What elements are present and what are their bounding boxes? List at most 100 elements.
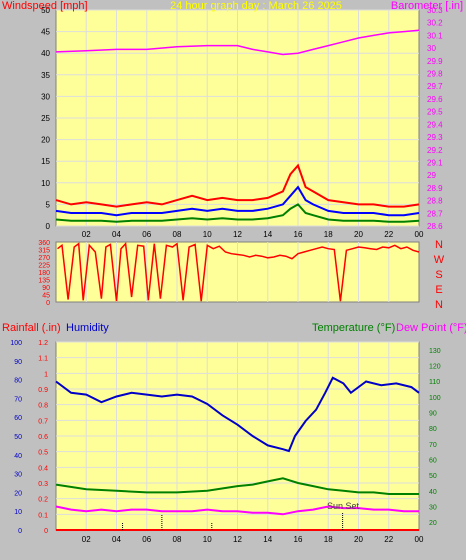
windspeed-tick-label: 25	[41, 114, 50, 123]
rainfall-tick-label: 0.2	[38, 497, 48, 504]
barometer-tick-label: 28.8	[427, 197, 443, 206]
temperature-tick-label: 70	[429, 442, 437, 449]
temperature-axis-ticks: 20 30 40 50 60 70 80 90 100 110 120 130	[429, 348, 441, 527]
rainfall-tick-label: 0.5	[38, 450, 48, 457]
barometer-tick-label: 29.7	[427, 82, 443, 91]
temperature-tick-label: 60	[429, 458, 437, 465]
temperature-tick-label: 80	[429, 426, 437, 433]
windspeed-series-line	[55, 163, 420, 208]
humidity-series-line	[55, 376, 420, 453]
wind-time-tick-label: 22	[384, 230, 393, 239]
direction-tick-label: 360	[38, 240, 50, 247]
direction-tick-label: 90	[42, 285, 50, 292]
rainfall-tick-label: 0.4	[38, 465, 48, 472]
rain-time-tick-label: 14	[263, 535, 272, 544]
wind-time-axis-ticks: 02 04 06 08 10 12 14 16 18 20 22 00	[82, 230, 424, 239]
humidity-tick-label: 90	[14, 359, 22, 366]
windspeed-tick-label: 45	[41, 28, 50, 37]
humidity-tick-label: 50	[14, 434, 22, 441]
graph-title: 24 hour graph day : March 26 2025	[170, 0, 342, 12]
windgust-series-line	[55, 185, 420, 217]
humidity-tick-label: 0	[18, 528, 22, 535]
rain-time-tick-label: 18	[324, 535, 333, 544]
wind-time-tick-label: 06	[142, 230, 151, 239]
humidity-tick-label: 100	[10, 340, 22, 347]
temperature-tick-label: 50	[429, 473, 437, 480]
windspeed-tick-label: 40	[41, 49, 50, 58]
rainfall-tick-label: 1	[44, 371, 48, 378]
rainfall-tick-label: 0.1	[38, 512, 48, 519]
windspeed-axis-ticks: 0 5 10 15 20 25 30 35 40 45 50	[41, 6, 50, 231]
humidity-axis-ticks: 0 10 20 30 40 50 60 70 80 90 100	[10, 340, 22, 535]
humidity-tick-label: 80	[14, 378, 22, 385]
sunset-annotation: Sun Set	[327, 501, 360, 511]
compass-label: N	[435, 299, 443, 311]
rain-time-tick-label: 12	[233, 535, 242, 544]
humidity-tick-label: 40	[14, 453, 22, 460]
barometer-axis-title: Barometer [.in]	[391, 0, 463, 12]
windspeed-tick-label: 30	[41, 92, 50, 101]
time-marker-ticks	[122, 512, 344, 530]
barometer-tick-label: 29.2	[427, 146, 443, 155]
windspeed-tick-label: 10	[41, 179, 50, 188]
rain-humidity-temp-series	[55, 376, 420, 531]
rainfall-tick-label: 0	[44, 528, 48, 535]
wind-time-tick-label: 10	[203, 230, 212, 239]
rain-time-tick-label: 10	[203, 535, 212, 544]
barometer-series-line	[55, 29, 420, 56]
barometer-tick-label: 30.2	[427, 19, 443, 28]
barometer-tick-label: 30	[427, 44, 436, 53]
wind-barometer-series	[55, 29, 420, 223]
compass-label: W	[434, 254, 445, 266]
wind-time-tick-label: 00	[415, 230, 424, 239]
direction-tick-label: 45	[42, 293, 50, 300]
temperature-axis-title: Temperature (°F)	[312, 322, 395, 334]
rainfall-tick-label: 0.6	[38, 434, 48, 441]
rainfall-tick-label: 0.9	[38, 387, 48, 394]
wind-time-tick-label: 20	[354, 230, 363, 239]
barometer-tick-label: 29.9	[427, 57, 443, 66]
rain-time-tick-label: 20	[354, 535, 363, 544]
direction-tick-label: 180	[38, 270, 50, 277]
rain-time-tick-label: 08	[173, 535, 182, 544]
humidity-tick-label: 30	[14, 472, 22, 479]
temperature-series-line	[55, 477, 419, 495]
wind-time-tick-label: 08	[173, 230, 182, 239]
direction-tick-label: 225	[38, 263, 50, 270]
direction-tick-label: 135	[38, 278, 50, 285]
direction-series-line	[57, 241, 420, 302]
rainfall-tick-label: 0.8	[38, 403, 48, 410]
temperature-tick-label: 110	[429, 379, 440, 386]
wind-time-tick-label: 16	[294, 230, 303, 239]
barometer-tick-label: 29.6	[427, 95, 443, 104]
temperature-tick-label: 100	[429, 395, 441, 402]
rainfall-tick-label: 0.7	[38, 418, 48, 425]
direction-tick-label: 315	[38, 248, 50, 255]
wind-direction-series	[57, 241, 420, 302]
windspeed-tick-label: 35	[41, 71, 50, 80]
windspeed-tick-label: 5	[46, 200, 51, 209]
humidity-tick-label: 60	[14, 415, 22, 422]
barometer-tick-label: 29	[427, 171, 436, 180]
humidity-axis-title: Humidity	[66, 322, 109, 334]
wind-time-tick-label: 02	[82, 230, 91, 239]
rain-time-axis-ticks: 02 04 06 08 10 12 14 16 18 20 22 00	[82, 535, 424, 544]
humidity-tick-label: 10	[14, 509, 22, 516]
direction-tick-label: 270	[38, 255, 50, 262]
humidity-tick-label: 20	[14, 490, 22, 497]
rain-time-tick-label: 06	[142, 535, 151, 544]
rainfall-tick-label: 0.3	[38, 481, 48, 488]
rainfall-tick-label: 1.1	[38, 356, 48, 363]
compass-label: N	[435, 239, 443, 251]
temperature-tick-label: 40	[429, 489, 437, 496]
barometer-tick-label: 30.1	[427, 31, 443, 40]
barometer-axis-ticks: 28.6 28.7 28.8 28.9 29 29.1 29.2 29.3 29.4 29.5 29…	[427, 6, 443, 231]
windspeed-tick-label: 0	[46, 222, 51, 231]
windspeed-tick-label: 20	[41, 136, 50, 145]
barometer-tick-label: 28.7	[427, 209, 443, 218]
wind-time-tick-label: 04	[112, 230, 121, 239]
temperature-tick-label: 90	[429, 411, 437, 418]
compass-label: E	[435, 284, 442, 296]
barometer-tick-label: 29.1	[427, 158, 443, 167]
